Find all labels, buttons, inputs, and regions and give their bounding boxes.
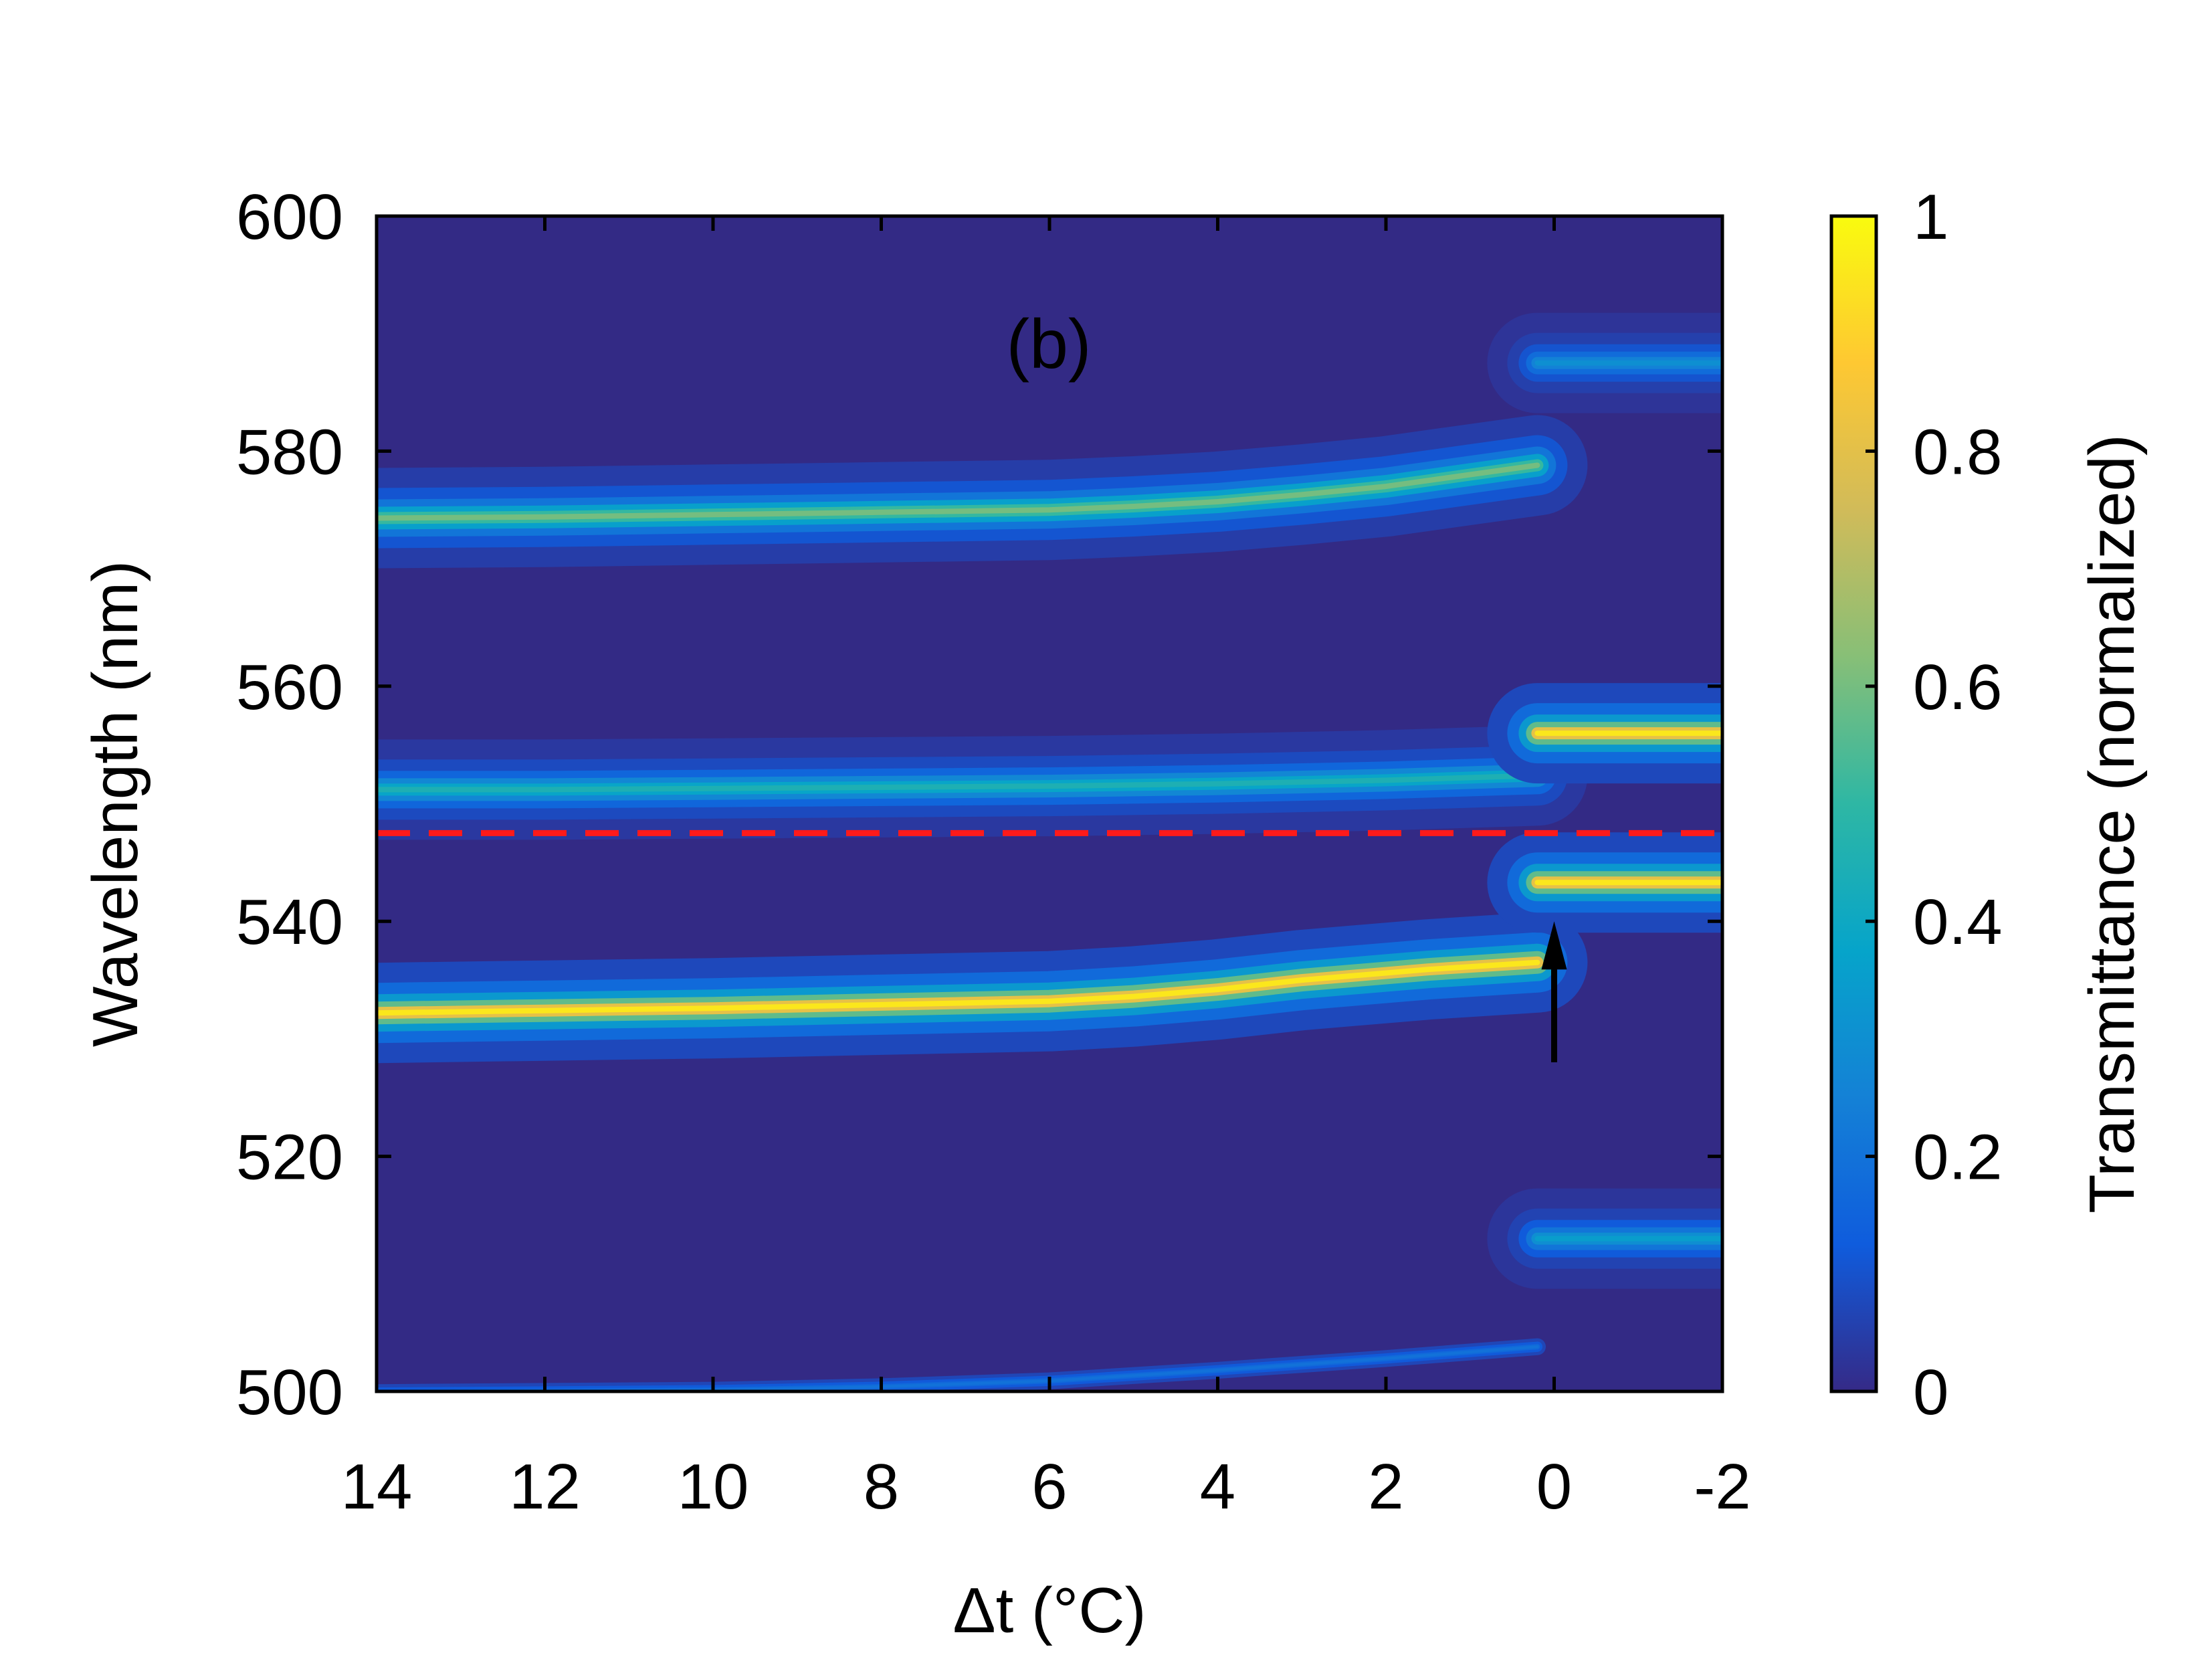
band-1-layer-5 — [377, 773, 1540, 793]
x-tick-label: 12 — [509, 1451, 581, 1523]
band-0-layer-5 — [377, 462, 1540, 521]
colorbar: 0 0.2 0.4 0.6 0.8 1 Transmittance (normalized… — [1829, 181, 2148, 1428]
colorbar-tick-label: 0.6 — [1913, 652, 2002, 723]
colorbar-tick-label: 0.2 — [1913, 1122, 2002, 1193]
colorbar-ticks: 0 0.2 0.4 0.6 0.8 1 — [1866, 181, 2002, 1428]
x-ticks: 14 12 10 8 6 4 2 0 -2 — [341, 216, 1751, 1523]
y-tick-label: 580 — [236, 416, 343, 488]
spectral-bands — [377, 312, 1722, 1391]
y-axis-label: Wavelength (nm) — [80, 561, 151, 1047]
x-tick-label: -2 — [1694, 1451, 1750, 1523]
panel-label: (b) — [1006, 306, 1091, 383]
arrow-head — [1541, 921, 1567, 970]
x-tick-label: 2 — [1368, 1451, 1403, 1523]
band-1 — [377, 725, 1588, 840]
colorbar-gradient — [1829, 214, 1878, 1393]
plot-area: 14 12 10 8 6 4 2 0 -2 500 520 540 560 580 600 (b) — [236, 181, 1751, 1523]
band-0 — [377, 415, 1588, 569]
x-tick-label: 0 — [1536, 1451, 1572, 1523]
x-tick-label: 6 — [1031, 1451, 1067, 1523]
y-tick-label: 500 — [236, 1357, 343, 1428]
colorbar-tick-label: 0.4 — [1913, 886, 2002, 958]
colorbar-tick-label: 0.8 — [1913, 416, 2002, 488]
colorbar-label: Transmittance (normalized) — [2076, 434, 2148, 1213]
x-tick-label: 14 — [341, 1451, 413, 1523]
x-tick-label: 4 — [1200, 1451, 1235, 1523]
colorbar-tick-label: 0 — [1913, 1357, 1948, 1428]
y-tick-label: 560 — [236, 652, 343, 723]
x-tick-label: 10 — [678, 1451, 749, 1523]
arrow-annotation — [1541, 921, 1567, 1063]
y-tick-label: 600 — [236, 181, 343, 253]
y-tick-label: 540 — [236, 886, 343, 958]
x-axis-label: Δt (°C) — [952, 1575, 1146, 1646]
band-2 — [377, 912, 1588, 1064]
x-tick-label: 8 — [864, 1451, 899, 1523]
band-2-layer-5 — [377, 959, 1540, 1016]
colorbar-tick-label: 1 — [1913, 181, 1948, 253]
y-ticks: 500 520 540 560 580 600 — [236, 181, 1722, 1428]
y-tick-label: 520 — [236, 1122, 343, 1193]
